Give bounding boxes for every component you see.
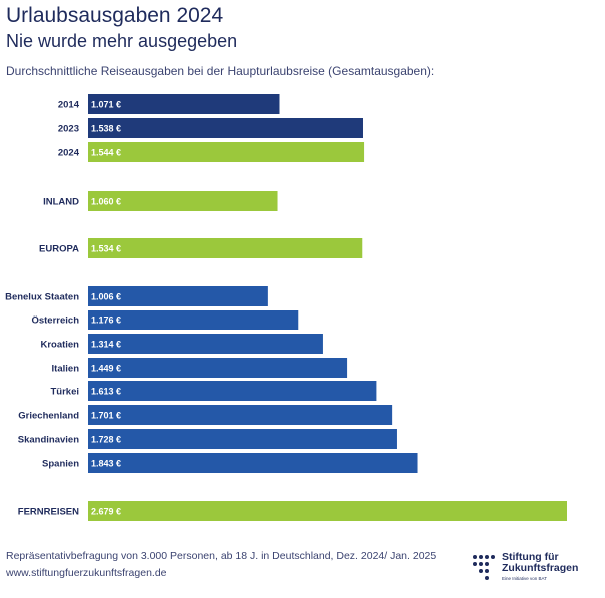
category-label-turkei: Türkei: [50, 387, 79, 398]
chart-description: Durchschnittliche Reiseausgaben bei der …: [6, 64, 435, 78]
category-label-kroatien: Kroatien: [40, 340, 79, 351]
category-label-2014: 2014: [58, 100, 80, 111]
value-label-kroatien: 1.314 €: [91, 340, 121, 350]
value-label-turkei: 1.613 €: [91, 387, 121, 397]
value-label-inland: 1.060 €: [91, 197, 121, 207]
category-label-2023: 2023: [58, 124, 79, 135]
bar-italien: [88, 358, 348, 378]
website-link[interactable]: www.stiftungfuerzukunftsfragen.de: [6, 567, 167, 579]
bar-2014: [88, 94, 280, 114]
category-label-benelux-staaten: Benelux Staaten: [5, 292, 79, 303]
bar-turkei: [88, 381, 377, 401]
bar-osterreich: [88, 310, 299, 330]
value-label-osterreich: 1.176 €: [91, 316, 121, 326]
bar-spanien: [88, 453, 418, 473]
logo-dots-icon: [473, 555, 495, 580]
category-label-spanien: Spanien: [42, 459, 79, 470]
value-label-skandinavien: 1.728 €: [91, 435, 121, 445]
logo-line-2: Zukunftsfragen: [502, 562, 579, 574]
value-label-europa: 1.534 €: [91, 244, 121, 254]
value-label-benelux-staaten: 1.006 €: [91, 292, 121, 302]
category-label-inland: INLAND: [43, 197, 79, 208]
stiftung-logo: Stiftung für Zukunftsfragen Eine Initiat…: [472, 552, 597, 586]
chart-title: Urlaubsausgaben 2024: [6, 4, 224, 27]
category-label-2024: 2024: [58, 148, 80, 159]
bar-skandinavien: [88, 429, 397, 449]
category-label-osterreich: Österreich: [31, 316, 79, 327]
source-note: Repräsentativbefragung von 3.000 Persone…: [6, 550, 437, 562]
bar-2024: [88, 142, 365, 162]
value-label-griechenland: 1.701 €: [91, 411, 121, 421]
value-label-2014: 1.071 €: [91, 100, 121, 110]
value-label-italien: 1.449 €: [91, 364, 121, 374]
category-label-skandinavien: Skandinavien: [18, 435, 79, 446]
category-label-italien: Italien: [52, 364, 80, 375]
category-label-europa: EUROPA: [39, 244, 79, 255]
category-label-fernreisen: FERNREISEN: [18, 507, 79, 518]
logo-line-1: Stiftung für: [502, 551, 559, 563]
bar-fernreisen: [88, 501, 567, 521]
logo-name: Stiftung für Zukunftsfragen: [502, 552, 578, 574]
value-label-fernreisen: 2.679 €: [91, 507, 121, 517]
value-label-2024: 1.544 €: [91, 148, 121, 158]
chart-subtitle: Nie wurde mehr ausgegeben: [6, 31, 238, 51]
bar-inland: [88, 191, 278, 211]
bar-benelux-staaten: [88, 286, 268, 306]
logo-tagline: Eine Initiative von BAT: [502, 576, 547, 581]
category-label-griechenland: Griechenland: [18, 411, 79, 422]
value-label-2023: 1.538 €: [91, 124, 121, 134]
bar-griechenland: [88, 405, 393, 425]
bar-2023: [88, 118, 363, 138]
value-label-spanien: 1.843 €: [91, 459, 121, 469]
bar-europa: [88, 238, 363, 258]
bar-kroatien: [88, 334, 323, 354]
